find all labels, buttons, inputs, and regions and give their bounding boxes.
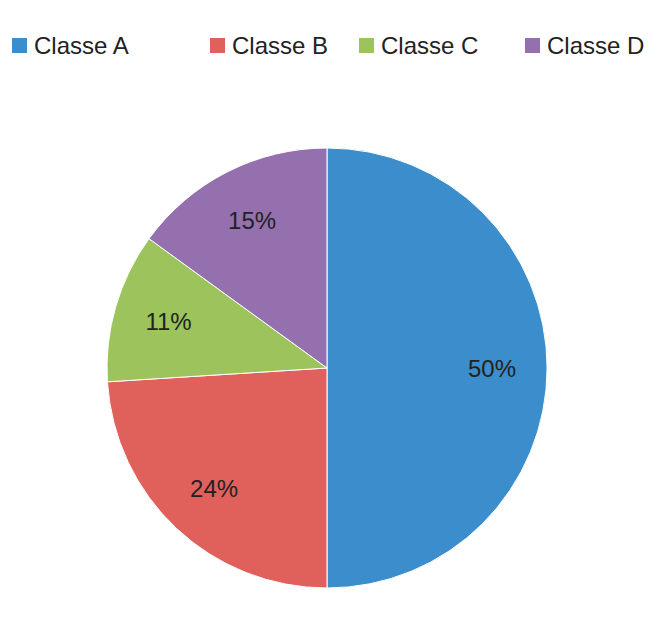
data-label: 15% xyxy=(228,207,276,234)
legend-item: Classe D xyxy=(525,32,644,59)
legend-label: Classe C xyxy=(381,32,478,59)
pie-slice xyxy=(107,368,327,588)
pie xyxy=(107,148,547,588)
legend-label: Classe B xyxy=(232,32,328,59)
legend-swatch xyxy=(525,38,540,53)
legend-item: Classe A xyxy=(12,32,129,59)
data-label: 50% xyxy=(468,355,516,382)
background xyxy=(0,0,666,617)
legend-swatch xyxy=(359,38,374,53)
legend-swatch xyxy=(12,38,27,53)
chart: Classe A Classe B Classe C Classe D 50% 24% 11… xyxy=(0,0,666,617)
pie-slice xyxy=(327,148,547,588)
data-label: 24% xyxy=(190,475,238,502)
legend-label: Classe D xyxy=(547,32,644,59)
legend-label: Classe A xyxy=(34,32,129,59)
legend-item: Classe C xyxy=(359,32,478,59)
legend-swatch xyxy=(210,38,225,53)
legend: Classe A Classe B Classe C Classe D xyxy=(12,32,644,59)
data-label: 11% xyxy=(145,308,191,335)
legend-item: Classe B xyxy=(210,32,328,59)
data-labels: 50% 24% 11% 15% xyxy=(145,207,516,501)
